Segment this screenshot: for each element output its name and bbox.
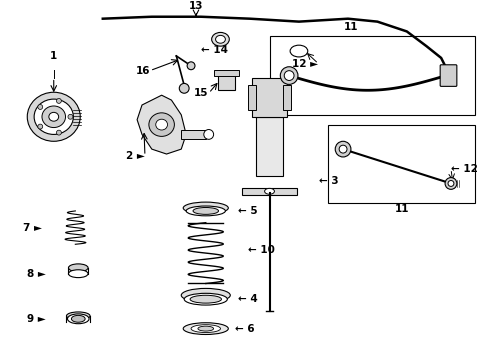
Bar [328,125,475,203]
Ellipse shape [191,325,220,333]
Ellipse shape [198,326,214,331]
Ellipse shape [68,114,73,119]
Polygon shape [137,95,186,154]
Ellipse shape [27,92,80,141]
Text: 16: 16 [135,66,150,76]
Ellipse shape [42,106,66,127]
Ellipse shape [265,188,274,194]
Ellipse shape [445,177,457,189]
Text: 13: 13 [189,1,203,11]
Bar [283,85,291,110]
Ellipse shape [284,71,294,81]
Ellipse shape [38,104,43,109]
Ellipse shape [183,202,228,214]
Ellipse shape [290,45,308,57]
Ellipse shape [179,84,189,93]
Ellipse shape [156,119,168,130]
Text: ← 4: ← 4 [238,294,258,304]
Text: 11: 11 [394,204,409,214]
Ellipse shape [34,99,74,134]
Ellipse shape [187,62,195,70]
Ellipse shape [335,141,351,157]
Ellipse shape [216,35,225,43]
Text: 9 ►: 9 ► [27,314,46,324]
Ellipse shape [193,207,219,214]
Ellipse shape [181,288,230,302]
Text: 8 ►: 8 ► [27,269,46,279]
Text: 15: 15 [194,88,209,98]
Text: ← 12: ← 12 [451,164,478,174]
Text: ← 3: ← 3 [318,176,338,186]
Ellipse shape [339,145,347,153]
Text: 7 ►: 7 ► [23,222,42,233]
Ellipse shape [38,124,43,129]
Bar [248,85,256,110]
Bar [256,117,283,176]
Bar [270,36,475,115]
Bar [252,77,287,117]
Ellipse shape [67,312,90,320]
Ellipse shape [183,323,228,334]
Ellipse shape [212,32,229,46]
Text: ← 6: ← 6 [235,324,255,334]
Ellipse shape [49,112,59,121]
Text: 11: 11 [343,22,358,32]
Text: 2 ►: 2 ► [126,151,145,161]
Ellipse shape [69,264,88,272]
Ellipse shape [186,206,225,216]
FancyBboxPatch shape [440,65,457,86]
Ellipse shape [448,180,454,186]
Ellipse shape [190,295,221,303]
Text: ← 14: ← 14 [201,45,228,55]
Bar [214,70,239,76]
Ellipse shape [184,293,227,305]
Text: ← 10: ← 10 [248,245,275,255]
Bar [181,130,206,139]
Ellipse shape [204,130,214,139]
Ellipse shape [280,67,298,84]
Text: 12 ►: 12 ► [293,59,318,69]
Text: 1: 1 [50,51,57,61]
Ellipse shape [68,314,89,324]
Bar [242,188,297,195]
Ellipse shape [56,98,61,103]
Ellipse shape [69,270,88,278]
Ellipse shape [149,113,174,136]
Ellipse shape [72,315,85,322]
Ellipse shape [56,130,61,135]
Text: ← 5: ← 5 [238,206,258,216]
Bar [218,71,235,90]
